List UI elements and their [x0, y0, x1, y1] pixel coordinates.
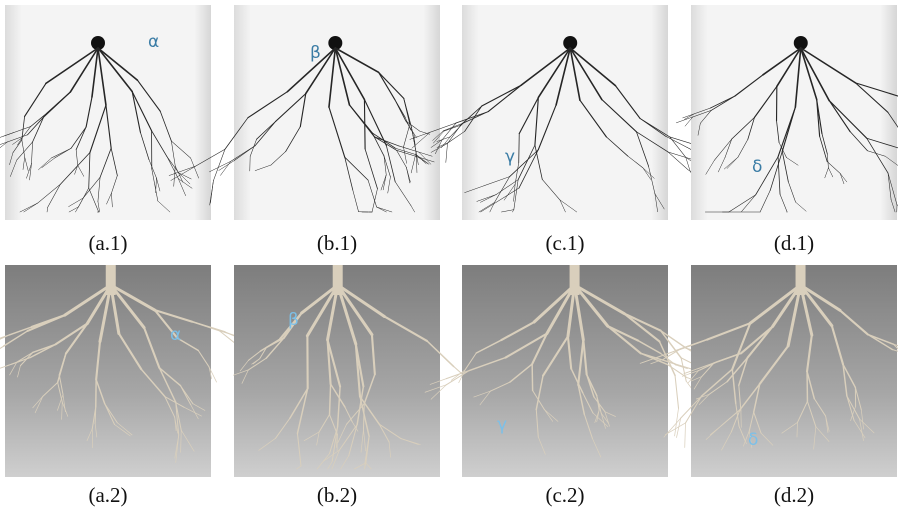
panel-label: δ [748, 430, 758, 450]
panel: γ [410, 5, 717, 220]
root-branch [219, 161, 234, 171]
root-branch [446, 143, 448, 162]
panel-label: α [170, 325, 181, 345]
panel-image [462, 5, 668, 220]
panel-image [5, 5, 211, 220]
panel: δ [676, 5, 898, 220]
panel-caption: (d.2) [774, 483, 814, 507]
root-branch [686, 157, 691, 172]
root-branch [0, 346, 4, 357]
panel: β [233, 265, 489, 477]
panel-caption: (b.1) [317, 231, 357, 255]
panel-caption: (c.1) [545, 231, 584, 255]
panel-caption: (d.1) [774, 231, 814, 255]
panel-caption: (b.2) [317, 483, 357, 507]
figure: α (a.1) β (b.1) γ (c.1) δ (d.1) α (a.2) β (b.2) γ (c.… [0, 0, 898, 513]
panel-caption: (a.1) [88, 231, 127, 255]
panel: α [0, 5, 211, 220]
panel-label: β [288, 310, 299, 330]
panel-label: γ [505, 147, 515, 167]
root-branch [675, 375, 678, 408]
panel-label: γ [497, 415, 507, 435]
panel-label: β [310, 43, 321, 63]
root-branch [685, 423, 686, 448]
root-branch [668, 152, 688, 170]
root-branch [670, 137, 686, 157]
panel-label: α [148, 32, 159, 52]
panel: δ [640, 265, 898, 477]
root-branch [95, 407, 96, 424]
root-branch [681, 358, 686, 381]
root-branch [668, 152, 690, 159]
panel: γ [425, 265, 726, 477]
panel-label: δ [752, 157, 762, 177]
panel-caption: (c.2) [545, 483, 584, 507]
panel: α [0, 265, 257, 477]
panel-caption: (a.2) [88, 483, 127, 507]
panel-image [462, 265, 668, 477]
root-branch [450, 123, 463, 137]
